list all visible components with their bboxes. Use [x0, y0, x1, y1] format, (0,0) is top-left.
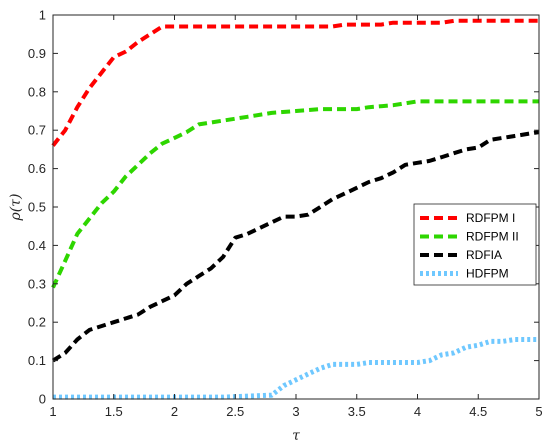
legend-label: RDFPM I	[466, 211, 515, 225]
x-tick-label: 5	[535, 404, 542, 419]
y-tick-label: 0.7	[28, 123, 46, 138]
y-tick-label: 0.1	[28, 353, 46, 368]
x-tick-label: 1	[49, 404, 56, 419]
series-line-3	[51, 130, 540, 363]
x-tick-label: 4.5	[469, 404, 487, 419]
legend-label: RDFIA	[466, 248, 502, 262]
legend-label: RDFPM II	[466, 230, 519, 244]
y-tick-label: 0.5	[28, 200, 46, 215]
x-tick-label: 3	[292, 404, 299, 419]
legend: RDFPM I RDFPM II RDFIA HDFPM	[413, 203, 537, 286]
y-tick-label: 1	[39, 8, 46, 23]
x-tick-label: 3.5	[348, 404, 366, 419]
y-tick-label: 0.6	[28, 161, 46, 176]
y-axis-title: ρ(τ)	[8, 194, 24, 222]
legend-label: HDFPM	[466, 267, 509, 281]
series-layer	[51, 18, 540, 400]
x-tick-label: 4	[414, 404, 421, 419]
x-tick-label: 1.5	[105, 404, 123, 419]
tick-layer: 1 1.5 2 2.5 3 3.5 4 4.5 5 0 0.1 0.2 0.3 0.4 0.5 0.6 0.7 0…	[28, 8, 543, 420]
series-line-1	[51, 18, 539, 147]
x-axis-title: τ	[292, 428, 300, 444]
y-tick-label: 0.3	[28, 276, 46, 291]
y-tick-label: 0	[39, 392, 46, 407]
y-tick-label: 0.2	[28, 315, 46, 330]
y-tick-label: 0.8	[28, 84, 46, 99]
x-tick-label: 2.5	[226, 404, 244, 419]
y-tick-label: 0.4	[28, 238, 46, 253]
series-line-2	[51, 99, 539, 289]
x-tick-label: 2	[171, 404, 178, 419]
series-line-4	[53, 337, 539, 400]
y-tick-label: 0.9	[28, 46, 46, 61]
